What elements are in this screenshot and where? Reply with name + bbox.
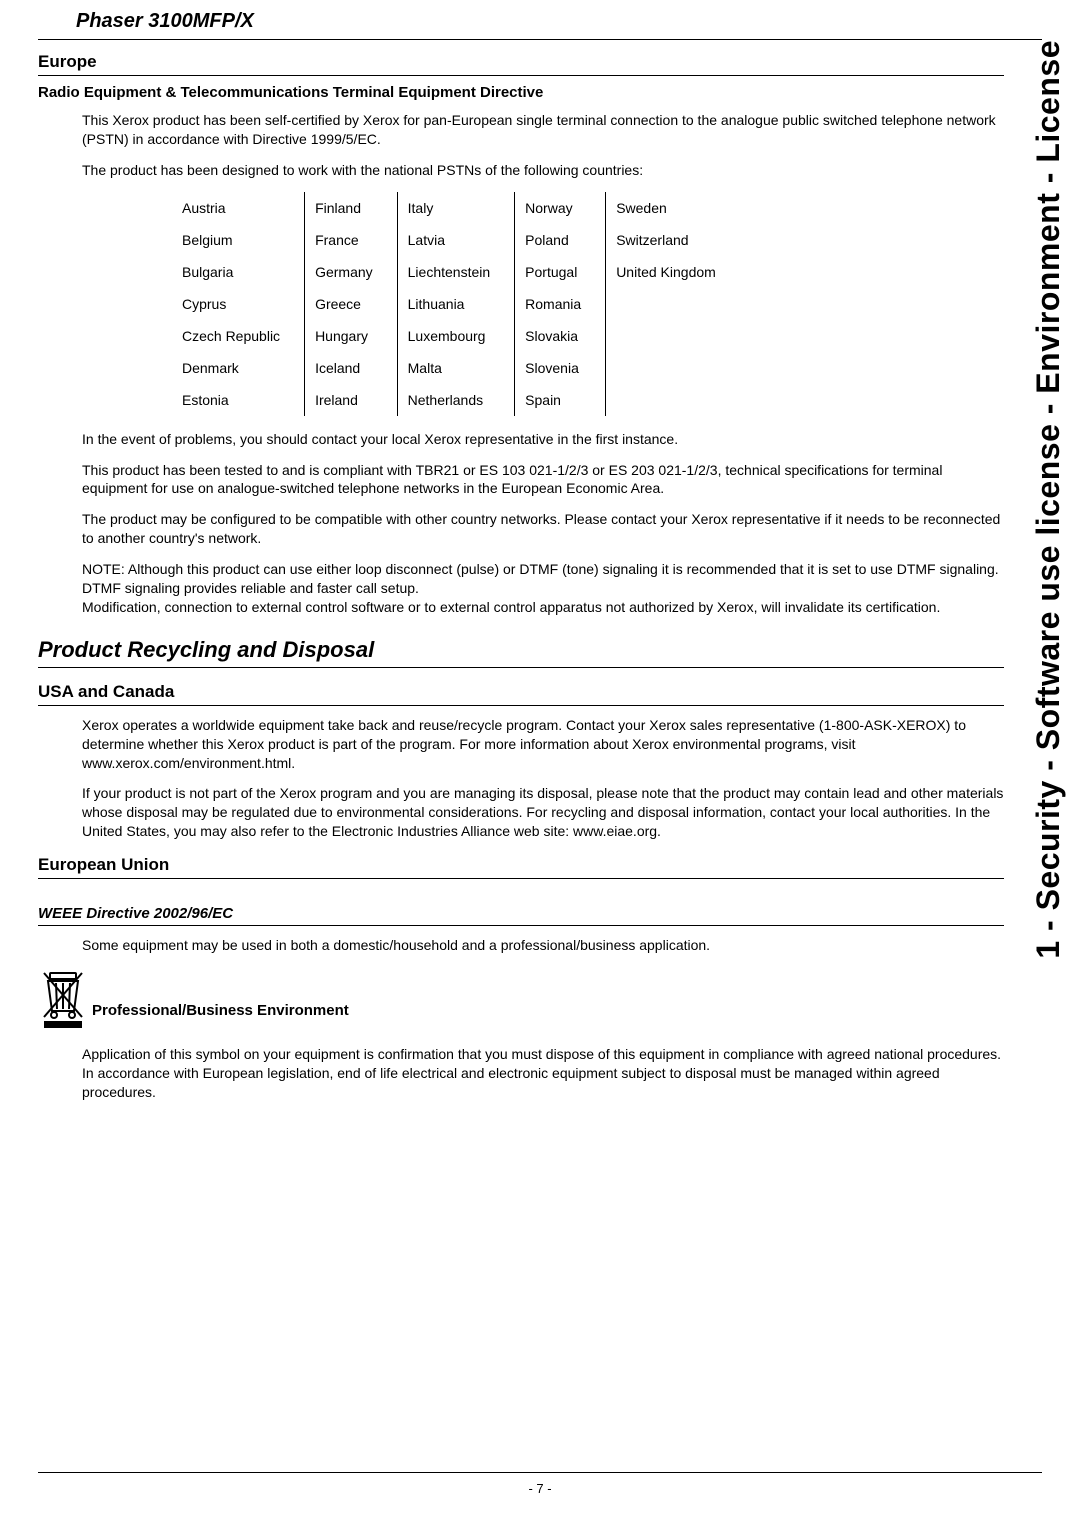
country-cell: Estonia <box>172 384 305 416</box>
weee-heading: WEEE Directive 2002/96/EC <box>38 905 1004 926</box>
country-cell <box>606 352 740 384</box>
country-cell: Latvia <box>397 224 515 256</box>
page-content: Europe Radio Equipment & Telecommunicati… <box>0 40 1080 1102</box>
body-text: If your product is not part of the Xerox… <box>82 784 1004 841</box>
country-cell: Denmark <box>172 352 305 384</box>
rtte-heading: Radio Equipment & Telecommunications Ter… <box>38 84 1004 101</box>
table-row: Belgium France Latvia Poland Switzerland <box>172 224 740 256</box>
country-cell: Malta <box>397 352 515 384</box>
body-text: Xerox operates a worldwide equipment tak… <box>82 716 1004 773</box>
country-cell: Slovakia <box>515 320 606 352</box>
weee-symbol-row: Professional/Business Environment <box>38 967 1004 1029</box>
table-row: Austria Finland Italy Norway Sweden <box>172 192 740 224</box>
country-cell <box>606 384 740 416</box>
country-cell: Ireland <box>305 384 398 416</box>
country-cell: Switzerland <box>606 224 740 256</box>
side-chapter-label: 1 - Security - Software use license - En… <box>1032 40 1064 959</box>
country-cell: Spain <box>515 384 606 416</box>
country-cell: Bulgaria <box>172 256 305 288</box>
country-cell: Romania <box>515 288 606 320</box>
country-cell: Poland <box>515 224 606 256</box>
country-cell: Hungary <box>305 320 398 352</box>
country-cell: Portugal <box>515 256 606 288</box>
country-cell: Belgium <box>172 224 305 256</box>
country-cell: France <box>305 224 398 256</box>
europe-heading: Europe <box>38 52 1004 76</box>
country-cell: Austria <box>172 192 305 224</box>
page-header: Phaser 3100MFP/X <box>38 0 1042 40</box>
country-cell: Netherlands <box>397 384 515 416</box>
eu-heading: European Union <box>38 855 1004 879</box>
country-cell: Liechtenstein <box>397 256 515 288</box>
table-row: Bulgaria Germany Liechtenstein Portugal … <box>172 256 740 288</box>
page-number: - 7 - <box>528 1481 551 1496</box>
eu-body-2: Application of this symbol on your equip… <box>38 1045 1004 1102</box>
body-text: In the event of problems, you should con… <box>82 430 1004 449</box>
body-text: The product may be configured to be comp… <box>82 510 1004 548</box>
europe-body: This Xerox product has been self-certifi… <box>38 111 1004 617</box>
weee-bin-icon <box>38 967 88 1029</box>
body-text: Application of this symbol on your equip… <box>82 1045 1004 1102</box>
environment-label: Professional/Business Environment <box>92 1002 349 1029</box>
product-title: Phaser 3100MFP/X <box>76 10 1004 33</box>
usa-body: Xerox operates a worldwide equipment tak… <box>38 716 1004 841</box>
country-cell: Cyprus <box>172 288 305 320</box>
countries-table: Austria Finland Italy Norway Sweden Belg… <box>172 192 740 416</box>
country-cell: Germany <box>305 256 398 288</box>
body-text: Some equipment may be used in both a dom… <box>82 936 1004 955</box>
country-cell: Italy <box>397 192 515 224</box>
page-footer: - 7 - <box>38 1472 1042 1496</box>
recycling-heading: Product Recycling and Disposal <box>38 637 1004 668</box>
country-cell: Czech Republic <box>172 320 305 352</box>
country-cell: Finland <box>305 192 398 224</box>
country-cell: Slovenia <box>515 352 606 384</box>
country-cell: Greece <box>305 288 398 320</box>
country-cell: United Kingdom <box>606 256 740 288</box>
body-text: This product has been tested to and is c… <box>82 461 1004 499</box>
country-cell: Lithuania <box>397 288 515 320</box>
table-row: Cyprus Greece Lithuania Romania <box>172 288 740 320</box>
table-row: Czech Republic Hungary Luxembourg Slovak… <box>172 320 740 352</box>
usa-canada-heading: USA and Canada <box>38 682 1004 706</box>
country-cell <box>606 288 740 320</box>
table-row: Denmark Iceland Malta Slovenia <box>172 352 740 384</box>
body-text: NOTE: Although this product can use eith… <box>82 560 1004 617</box>
eu-body: Some equipment may be used in both a dom… <box>38 936 1004 955</box>
country-cell <box>606 320 740 352</box>
table-row: Estonia Ireland Netherlands Spain <box>172 384 740 416</box>
country-cell: Norway <box>515 192 606 224</box>
country-cell: Sweden <box>606 192 740 224</box>
country-cell: Iceland <box>305 352 398 384</box>
country-cell: Luxembourg <box>397 320 515 352</box>
body-text: This Xerox product has been self-certifi… <box>82 111 1004 149</box>
body-text: The product has been designed to work wi… <box>82 161 1004 180</box>
